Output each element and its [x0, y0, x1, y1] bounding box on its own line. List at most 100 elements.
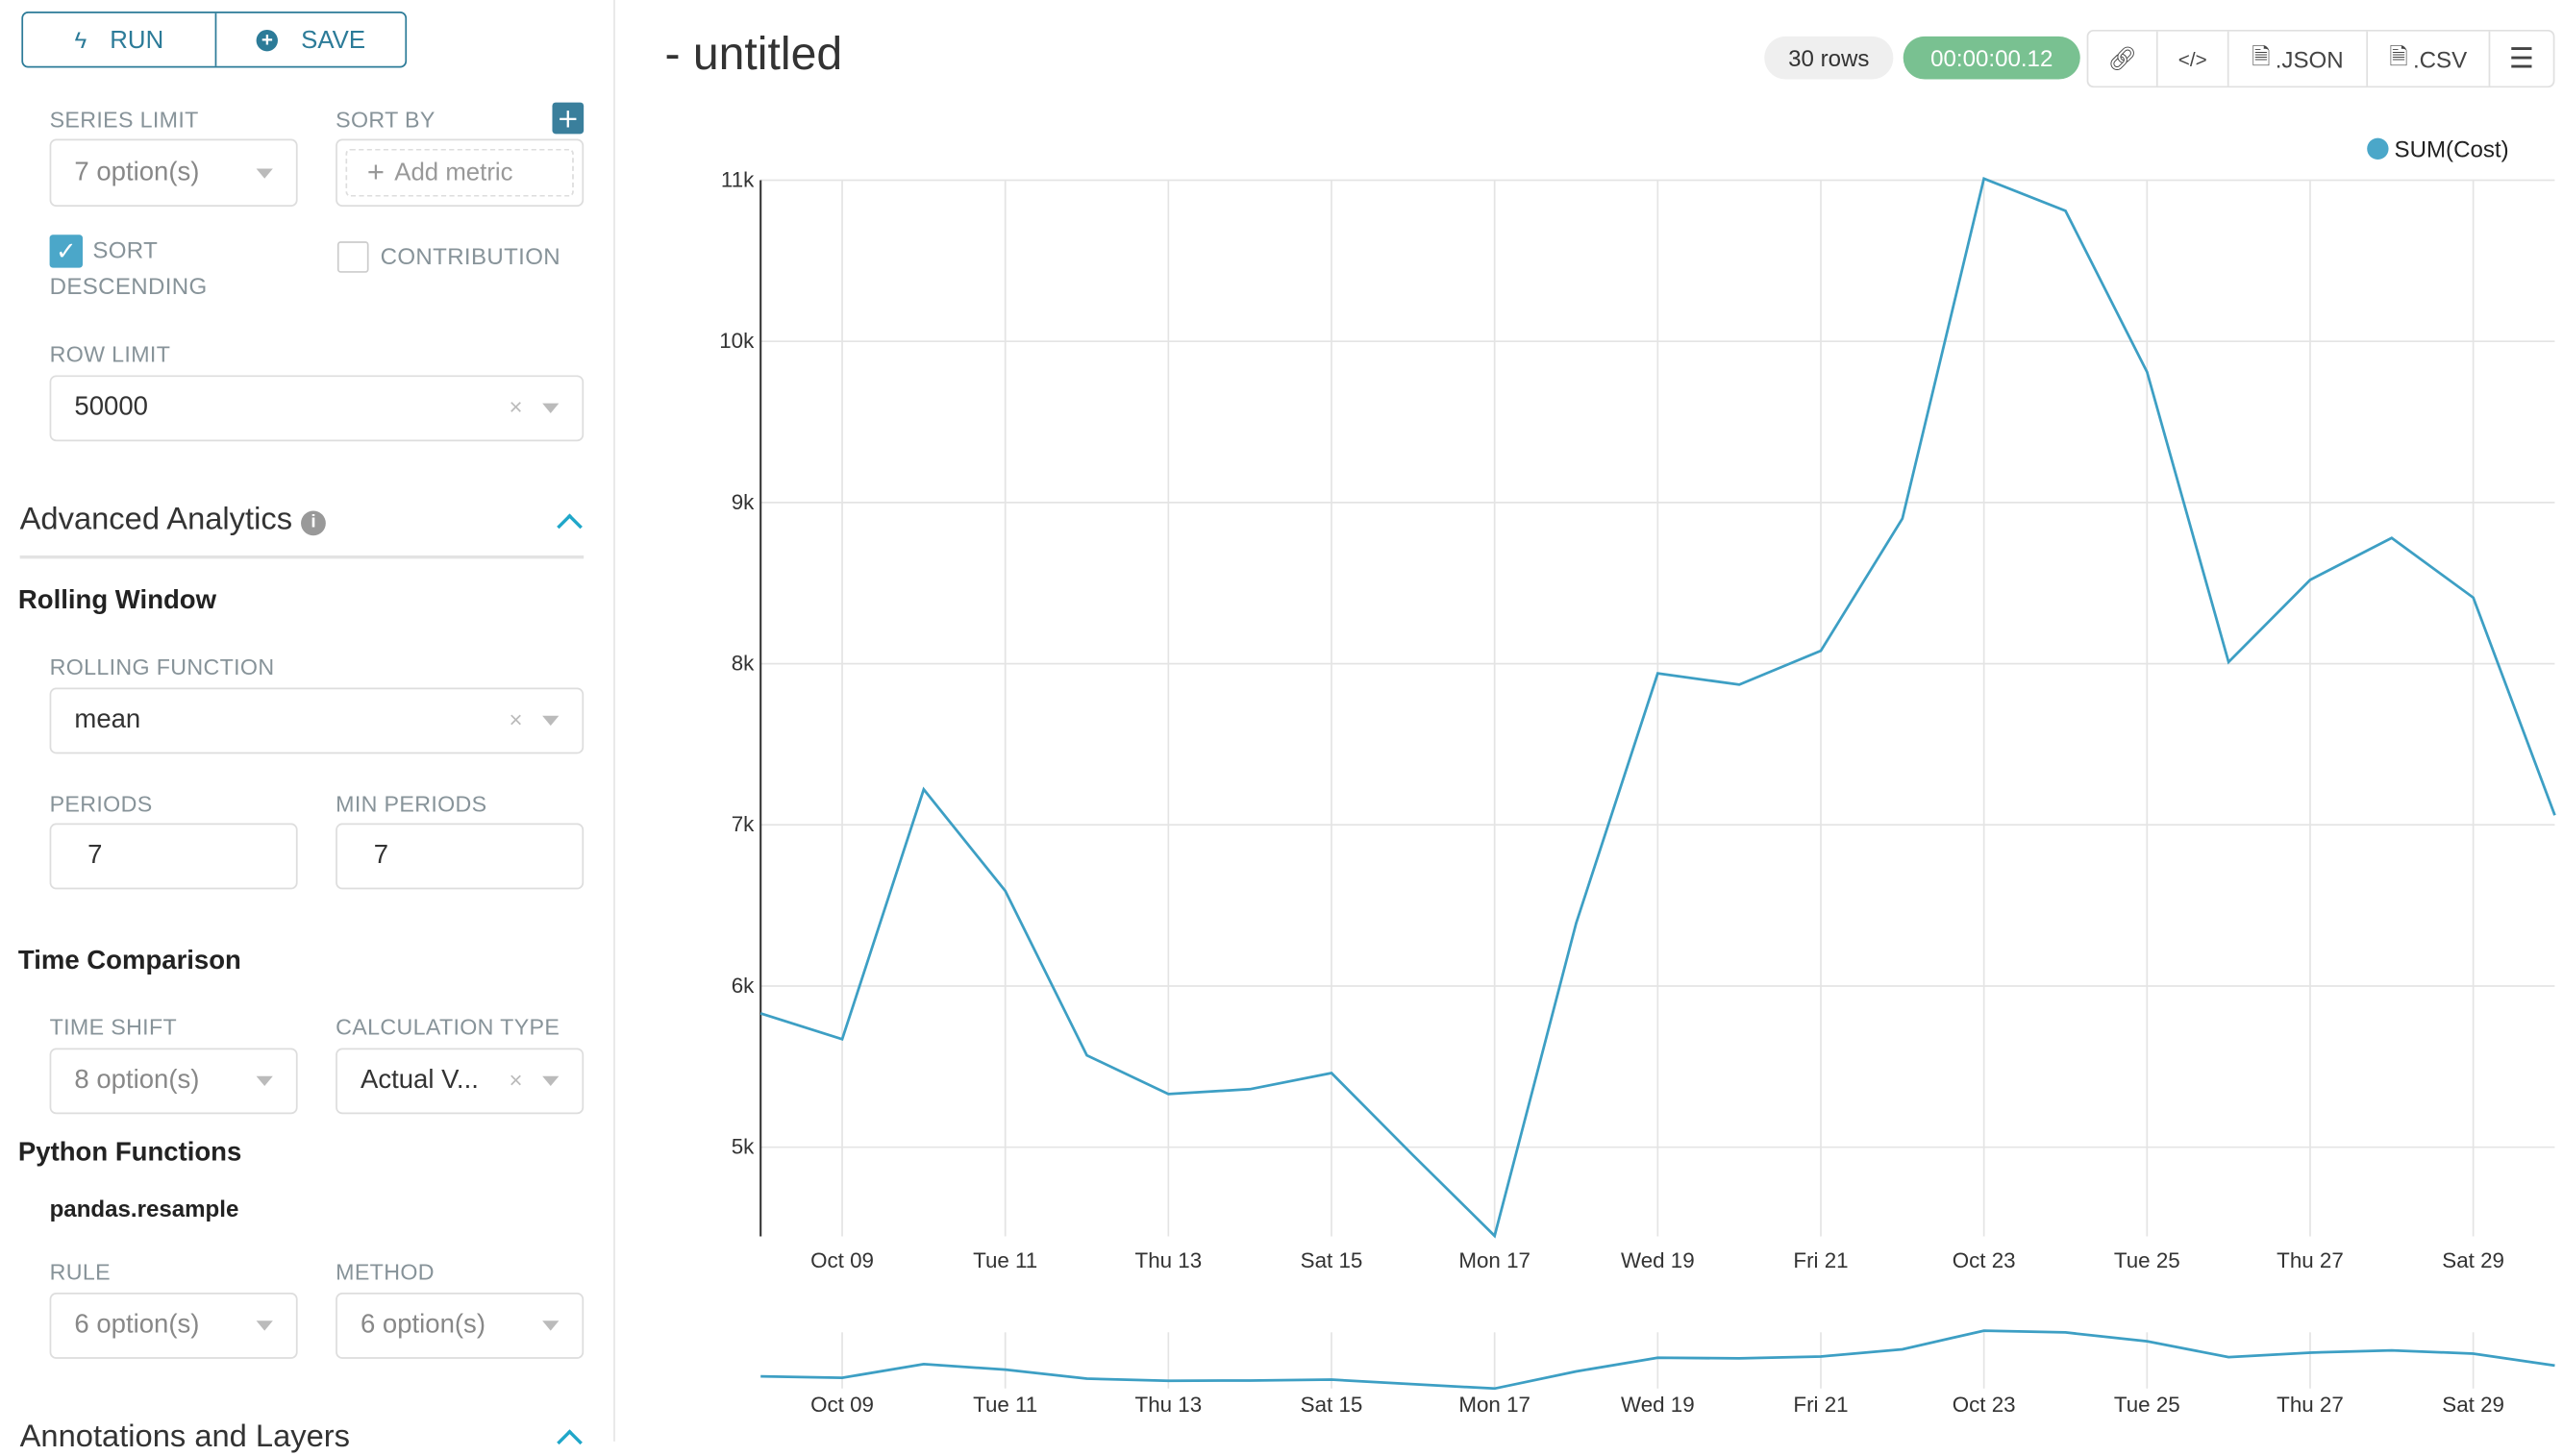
contribution-label: CONTRIBUTION [380, 242, 560, 270]
clear-icon[interactable]: × [509, 1066, 523, 1093]
info-icon: i [301, 510, 326, 536]
min-periods-label: MIN PERIODS [336, 791, 487, 817]
chart-title[interactable]: - untitled [664, 28, 843, 80]
python-functions-title: Python Functions [17, 1139, 242, 1168]
y-tick-label: 11k [721, 167, 755, 191]
code-icon: </> [2177, 47, 2207, 71]
range-x-tick-label: Mon 17 [1458, 1393, 1530, 1417]
periods-label: PERIODS [49, 791, 153, 817]
y-tick-label: 10k [719, 329, 755, 353]
action-toolbar [2086, 29, 2555, 88]
json-export-button[interactable]: 🗎 .JSON [2229, 31, 2369, 86]
legend-marker[interactable] [2367, 137, 2389, 160]
range-x-tick-label: Fri 21 [1793, 1393, 1848, 1417]
link-button[interactable]: 🔗︎ [2088, 31, 2158, 86]
x-axis: Oct 09 Tue 11 Thu 13 Sat 15 Mon 17 Wed 19 Fri … [810, 1248, 2504, 1272]
periods-input[interactable]: 7 [49, 823, 298, 890]
method-label: METHOD [336, 1259, 435, 1285]
x-tick-label: Tue 11 [973, 1248, 1037, 1272]
range-x-tick-label: Thu 27 [2277, 1393, 2344, 1417]
x-tick-label: Sat 29 [2442, 1248, 2504, 1272]
save-button[interactable]: + SAVE [216, 13, 405, 66]
range-x-tick-label: Thu 13 [1135, 1393, 1203, 1417]
caret-down-icon [256, 1075, 273, 1087]
plus-icon: + [366, 155, 385, 189]
file-code-icon: 🗎 [2252, 41, 2271, 69]
range-x-tick-label: Sat 15 [1301, 1393, 1363, 1417]
x-tick-label: Oct 23 [1953, 1248, 2016, 1272]
caret-down-icon [542, 403, 560, 413]
divider [19, 555, 585, 558]
sort-by-label: SORT BY [336, 107, 435, 133]
caret-down-icon [542, 1320, 560, 1331]
time-shift-select[interactable]: 8 option(s) [49, 1048, 298, 1115]
pandas-resample-label: pandas.resample [49, 1195, 239, 1222]
control-panel: ϟ RUN + SAVE SERIES LIMIT 7 option(s) SORT… [0, 0, 615, 1456]
contribution-checkbox[interactable] [336, 241, 369, 273]
caret-down-icon [542, 715, 560, 727]
caret-down-icon [256, 1320, 273, 1331]
time-shift-label: TIME SHIFT [49, 1015, 178, 1040]
caret-down-icon [256, 167, 273, 178]
range-x-tick-label: Oct 23 [1953, 1393, 2016, 1417]
min-periods-input[interactable]: 7 [336, 823, 585, 890]
file-text-icon: 🗎 [2389, 41, 2408, 69]
y-tick-label: 6k [732, 974, 755, 998]
calculation-type-label: CALCULATION TYPE [336, 1015, 560, 1040]
y-tick-label: 5k [732, 1135, 755, 1159]
legend-label[interactable]: SUM(Cost) [2395, 136, 2509, 162]
series-line-sum-cost[interactable] [759, 176, 2556, 1239]
add-sort-button[interactable]: + [552, 102, 585, 135]
embed-button[interactable]: </> [2158, 31, 2229, 86]
rolling-function-select[interactable]: mean × [49, 687, 585, 754]
rolling-window-title: Rolling Window [17, 586, 217, 615]
time-comparison-title: Time Comparison [17, 947, 241, 975]
csv-export-button[interactable]: 🗎 .CSV [2368, 31, 2491, 86]
sort-by-field[interactable]: + Add metric [336, 138, 585, 207]
rule-label: RULE [49, 1259, 111, 1285]
bolt-icon: ϟ [74, 26, 87, 54]
x-tick-label: Wed 19 [1621, 1248, 1695, 1272]
series-limit-label: SERIES LIMIT [49, 107, 199, 133]
link-icon: 🔗︎ [2107, 44, 2137, 71]
x-tick-label: Tue 25 [2114, 1248, 2180, 1272]
descending-label: DESCENDING [49, 272, 208, 300]
query-timer-badge: 00:00:00.12 [1903, 36, 2080, 80]
add-metric-button[interactable]: + Add metric [345, 148, 574, 197]
x-tick-label: Thu 13 [1135, 1248, 1203, 1272]
rule-select[interactable]: 6 option(s) [49, 1293, 298, 1359]
x-tick-label: Sat 15 [1301, 1248, 1363, 1272]
more-menu-button[interactable]: ☰ [2490, 32, 2552, 86]
calculation-type-select[interactable]: Actual V... × [336, 1048, 585, 1115]
hamburger-icon: ☰ [2508, 41, 2535, 74]
plus-circle-icon: + [256, 28, 279, 51]
y-tick-label: 8k [732, 651, 755, 675]
range-selector-line[interactable] [760, 1329, 2555, 1391]
range-x-tick-label: Tue 25 [2114, 1393, 2180, 1417]
range-x-tick-label: Tue 11 [973, 1393, 1037, 1417]
range-x-tick-label: Oct 09 [810, 1393, 874, 1417]
y-axis: 5k 6k 7k 8k 9k 10k 11k [719, 167, 755, 1158]
sort-descending-checkbox[interactable]: ✓ [49, 234, 83, 268]
x-tick-label: Oct 09 [810, 1248, 874, 1272]
advanced-analytics-header[interactable]: Advanced Analytics i [20, 503, 326, 539]
x-tick-label: Mon 17 [1458, 1248, 1530, 1272]
caret-down-icon [542, 1075, 560, 1087]
range-x-axis: Oct 09 Tue 11 Thu 13 Sat 15 Mon 17 Wed 19 Fri … [810, 1393, 2504, 1417]
row-limit-select[interactable]: 50000 × [49, 375, 585, 442]
x-tick-label: Fri 21 [1793, 1248, 1848, 1272]
clear-icon[interactable]: × [509, 393, 523, 420]
grid [760, 179, 2555, 1389]
series-limit-select[interactable]: 7 option(s) [49, 138, 298, 207]
row-count-badge: 30 rows [1764, 36, 1894, 80]
range-x-tick-label: Sat 29 [2442, 1393, 2504, 1417]
y-tick-label: 7k [732, 812, 755, 836]
clear-icon[interactable]: × [509, 705, 523, 732]
sort-label: SORT [92, 235, 159, 263]
range-x-tick-label: Wed 19 [1621, 1393, 1695, 1417]
method-select[interactable]: 6 option(s) [336, 1293, 585, 1359]
y-tick-label: 9k [732, 490, 755, 514]
run-button[interactable]: ϟ RUN [23, 12, 217, 66]
row-limit-label: ROW LIMIT [49, 342, 171, 367]
